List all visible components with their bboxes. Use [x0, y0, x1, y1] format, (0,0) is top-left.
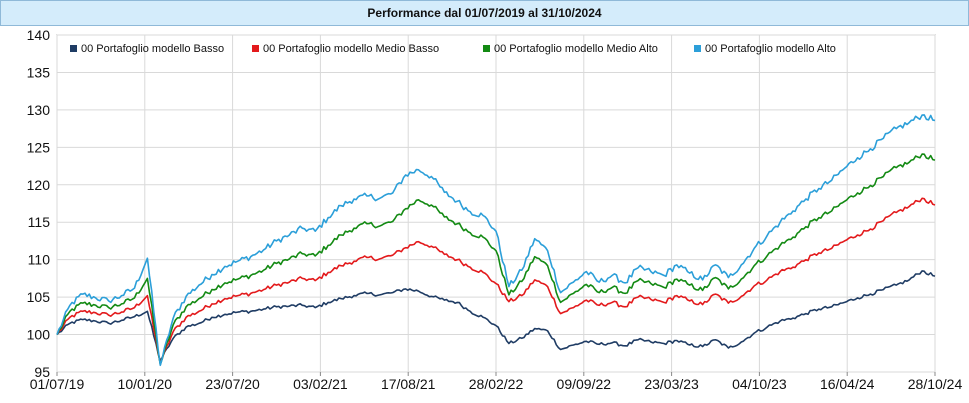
legend-label: 00 Portafoglio modello Medio Alto — [494, 43, 658, 55]
x-tick-label: 28/10/24 — [908, 376, 963, 392]
series-lines — [56, 114, 936, 367]
x-tick-label: 10/01/20 — [118, 376, 173, 392]
x-tick-label: 03/02/21 — [293, 376, 348, 392]
y-axis-ticks: 95 100 105 110 115 120 125 130 135 140 — [27, 27, 51, 380]
x-tick-label: 01/07/19 — [30, 376, 85, 392]
x-tick-label: 09/09/22 — [557, 376, 612, 392]
x-tick-label: 17/08/21 — [381, 376, 436, 392]
y-tick-label: 120 — [27, 177, 51, 193]
series-line-1 — [56, 270, 936, 362]
legend-label: 00 Portafoglio modello Alto — [705, 43, 836, 55]
legend: 00 Portafoglio modello Basso 00 Portafogl… — [70, 43, 836, 55]
legend-swatch — [252, 45, 259, 52]
y-tick-label: 105 — [27, 289, 51, 305]
legend-swatch — [694, 45, 701, 52]
x-tick-label: 04/10/23 — [732, 376, 787, 392]
x-tick-label: 23/07/20 — [205, 376, 260, 392]
series-line-2 — [56, 197, 936, 364]
legend-label: 00 Portafoglio modello Medio Basso — [263, 43, 439, 55]
x-axis-ticks: 01/07/19 10/01/20 23/07/20 03/02/21 17/08/21… — [30, 376, 963, 392]
legend-swatch — [483, 45, 490, 52]
series-line-3 — [56, 153, 936, 366]
x-tick-label: 28/02/22 — [469, 376, 524, 392]
x-tick-label: 16/04/24 — [820, 376, 875, 392]
y-tick-label: 125 — [27, 139, 51, 155]
y-tick-label: 110 — [28, 252, 51, 268]
gridlines — [56, 34, 936, 376]
chart-title: Performance dal 01/07/2019 al 31/10/2024 — [0, 0, 969, 26]
y-tick-label: 130 — [27, 102, 51, 118]
legend-label: 00 Portafoglio modello Basso — [81, 43, 224, 55]
x-tick-label: 23/03/23 — [644, 376, 699, 392]
legend-swatch — [70, 45, 77, 52]
y-tick-label: 140 — [27, 27, 51, 43]
y-tick-label: 135 — [27, 64, 51, 80]
y-tick-label: 115 — [28, 214, 51, 230]
y-tick-label: 95 — [34, 364, 50, 380]
series-line-4 — [56, 114, 936, 367]
y-tick-label: 100 — [27, 327, 51, 343]
